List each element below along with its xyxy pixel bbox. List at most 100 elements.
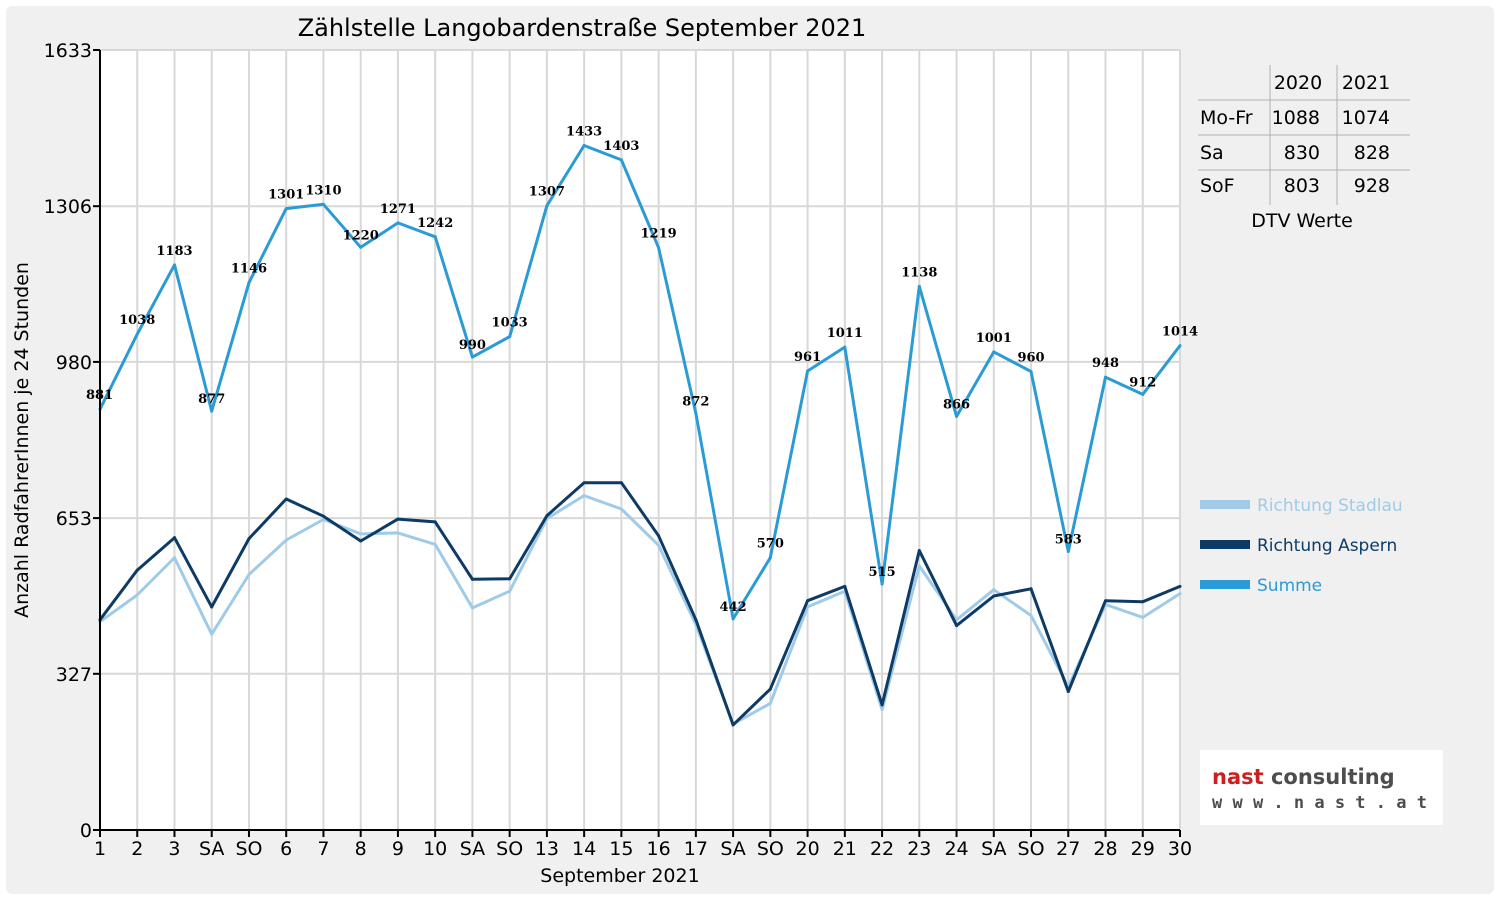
x-tick-label: 7 — [317, 838, 329, 860]
data-point-summe — [396, 221, 400, 225]
data-point-richtung-stadlau — [396, 531, 400, 535]
data-point-richtung-aspern — [210, 605, 214, 609]
x-tick-label: SA — [460, 838, 485, 860]
x-tick-label: 1 — [94, 838, 106, 860]
y-tick-label: 327 — [56, 664, 92, 686]
x-tick-label: 10 — [423, 838, 447, 860]
data-point-summe — [508, 335, 512, 339]
data-label: 960 — [1017, 350, 1044, 365]
data-point-summe — [731, 617, 735, 621]
data-label: 877 — [198, 392, 225, 407]
x-tick-label: 22 — [870, 838, 894, 860]
data-point-richtung-aspern — [247, 537, 251, 541]
data-point-summe — [1066, 550, 1070, 554]
data-point-summe — [210, 409, 214, 413]
data-point-richtung-stadlau — [582, 494, 586, 498]
data-point-richtung-aspern — [359, 539, 363, 543]
data-point-richtung-stadlau — [1178, 592, 1182, 596]
data-point-richtung-aspern — [433, 520, 437, 524]
data-point-summe — [657, 246, 661, 250]
x-tick-label: 20 — [795, 838, 819, 860]
x-tick-label: 21 — [833, 838, 857, 860]
data-point-summe — [768, 556, 772, 560]
dtv-header-2021: 2021 — [1342, 72, 1390, 94]
data-point-richtung-aspern — [1066, 689, 1070, 693]
y-tick-label: 653 — [56, 508, 92, 530]
legend: Richtung Stadlau Richtung Aspern Summe — [1200, 496, 1403, 596]
data-point-summe — [1141, 392, 1145, 396]
data-label: 1220 — [343, 228, 379, 243]
data-label: 515 — [868, 565, 895, 580]
data-label: 1038 — [119, 313, 155, 328]
series-line-summe — [98, 144, 1182, 621]
data-point-richtung-aspern — [806, 599, 810, 603]
data-point-summe — [843, 345, 847, 349]
data-label: 1146 — [231, 262, 267, 277]
data-point-richtung-stadlau — [172, 556, 176, 560]
y-tick-label: 1633 — [44, 40, 92, 62]
x-tick-label: 23 — [907, 838, 931, 860]
x-tick-label: 17 — [684, 838, 708, 860]
data-label: 1307 — [529, 185, 565, 200]
dtv-cell: 803 — [1284, 175, 1320, 197]
x-tick-label: 2 — [131, 838, 143, 860]
data-label: 872 — [682, 394, 709, 409]
logo-box — [1200, 750, 1443, 825]
data-point-richtung-aspern — [917, 549, 921, 553]
plot-area — [100, 50, 1180, 830]
data-point-richtung-aspern — [768, 687, 772, 691]
data-point-summe — [135, 332, 139, 336]
x-tick-label: SA — [981, 838, 1006, 860]
x-tick-label: 9 — [392, 838, 404, 860]
data-point-summe — [321, 202, 325, 206]
data-label: 1014 — [1162, 325, 1198, 340]
data-point-richtung-stadlau — [470, 606, 474, 610]
x-tick-label: SO — [496, 838, 523, 860]
data-label: 1433 — [566, 125, 602, 140]
data-point-richtung-stadlau — [1141, 615, 1145, 619]
data-label: 1271 — [380, 202, 416, 217]
data-point-richtung-stadlau — [880, 708, 884, 712]
dtv-caption: DTV Werte — [1251, 210, 1353, 232]
data-point-summe — [1104, 375, 1108, 379]
data-point-richtung-aspern — [396, 517, 400, 521]
data-point-richtung-aspern — [284, 497, 288, 501]
legend-label-summe: Summe — [1257, 576, 1322, 596]
data-label: 583 — [1055, 533, 1082, 548]
data-point-richtung-aspern — [694, 618, 698, 622]
dtv-table: 2020 2021 Mo-Fr 1088 1074 Sa 830 828 SoF… — [1198, 65, 1410, 232]
data-point-summe — [1178, 344, 1182, 348]
logo-consulting: consulting — [1264, 765, 1395, 789]
data-point-richtung-aspern — [321, 514, 325, 518]
data-point-richtung-stadlau — [1029, 614, 1033, 618]
data-label: 1242 — [417, 216, 453, 231]
data-label: 881 — [86, 388, 113, 403]
data-label: 1001 — [976, 331, 1012, 346]
logo-wordmark: nast consulting — [1212, 765, 1395, 789]
legend-label-richtung-stadlau: Richtung Stadlau — [1257, 496, 1403, 516]
y-tick-label: 980 — [56, 352, 92, 374]
data-point-summe — [172, 263, 176, 267]
x-tick-label: 24 — [944, 838, 968, 860]
y-tick-label: 0 — [80, 820, 92, 842]
x-tick-label: 15 — [609, 838, 633, 860]
data-point-richtung-aspern — [172, 536, 176, 540]
data-label: 1301 — [268, 188, 304, 203]
data-point-summe — [619, 158, 623, 162]
data-point-summe — [433, 235, 437, 239]
data-label: 1310 — [305, 183, 341, 198]
x-tick-label: 13 — [535, 838, 559, 860]
y-tick-label: 1306 — [44, 196, 92, 218]
data-point-richtung-aspern — [135, 568, 139, 572]
data-label: 866 — [943, 397, 970, 412]
data-point-richtung-aspern — [731, 723, 735, 727]
data-point-summe — [470, 355, 474, 359]
series-lines — [98, 144, 1182, 727]
data-point-richtung-aspern — [470, 577, 474, 581]
y-axis-label: Anzahl RadfahrerInnen je 24 Stunden — [11, 262, 33, 618]
data-point-richtung-stadlau — [955, 618, 959, 622]
data-label: 1011 — [827, 326, 863, 341]
series-line-richtung-aspern — [98, 481, 1181, 727]
x-tick-label: 8 — [355, 838, 367, 860]
